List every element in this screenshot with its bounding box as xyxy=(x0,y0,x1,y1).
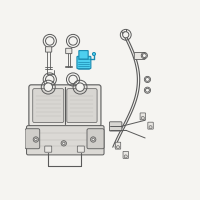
Circle shape xyxy=(61,141,66,146)
Circle shape xyxy=(33,137,39,142)
FancyBboxPatch shape xyxy=(123,151,128,158)
FancyBboxPatch shape xyxy=(46,47,52,52)
Circle shape xyxy=(92,52,96,56)
FancyBboxPatch shape xyxy=(27,126,104,155)
Circle shape xyxy=(92,138,94,141)
Circle shape xyxy=(116,146,120,149)
Circle shape xyxy=(142,54,146,57)
Circle shape xyxy=(146,78,149,81)
FancyBboxPatch shape xyxy=(29,85,101,126)
FancyBboxPatch shape xyxy=(109,122,122,131)
FancyBboxPatch shape xyxy=(66,48,72,54)
Circle shape xyxy=(69,75,77,84)
Circle shape xyxy=(124,155,127,158)
Circle shape xyxy=(69,37,77,45)
Circle shape xyxy=(141,116,144,119)
FancyBboxPatch shape xyxy=(148,122,153,129)
FancyBboxPatch shape xyxy=(77,56,91,69)
FancyBboxPatch shape xyxy=(45,146,52,152)
FancyBboxPatch shape xyxy=(33,89,64,123)
Circle shape xyxy=(46,75,54,84)
Circle shape xyxy=(76,83,84,91)
Circle shape xyxy=(35,138,37,141)
Circle shape xyxy=(123,32,129,38)
FancyBboxPatch shape xyxy=(67,89,97,123)
FancyBboxPatch shape xyxy=(79,51,88,59)
FancyBboxPatch shape xyxy=(87,129,104,149)
FancyBboxPatch shape xyxy=(25,129,40,149)
Circle shape xyxy=(44,83,53,91)
FancyBboxPatch shape xyxy=(140,113,146,120)
FancyBboxPatch shape xyxy=(115,142,121,149)
Circle shape xyxy=(146,88,149,92)
Circle shape xyxy=(46,37,54,45)
Circle shape xyxy=(90,137,96,142)
Circle shape xyxy=(63,142,65,145)
FancyBboxPatch shape xyxy=(134,52,145,59)
Circle shape xyxy=(149,126,152,129)
FancyBboxPatch shape xyxy=(77,146,84,152)
